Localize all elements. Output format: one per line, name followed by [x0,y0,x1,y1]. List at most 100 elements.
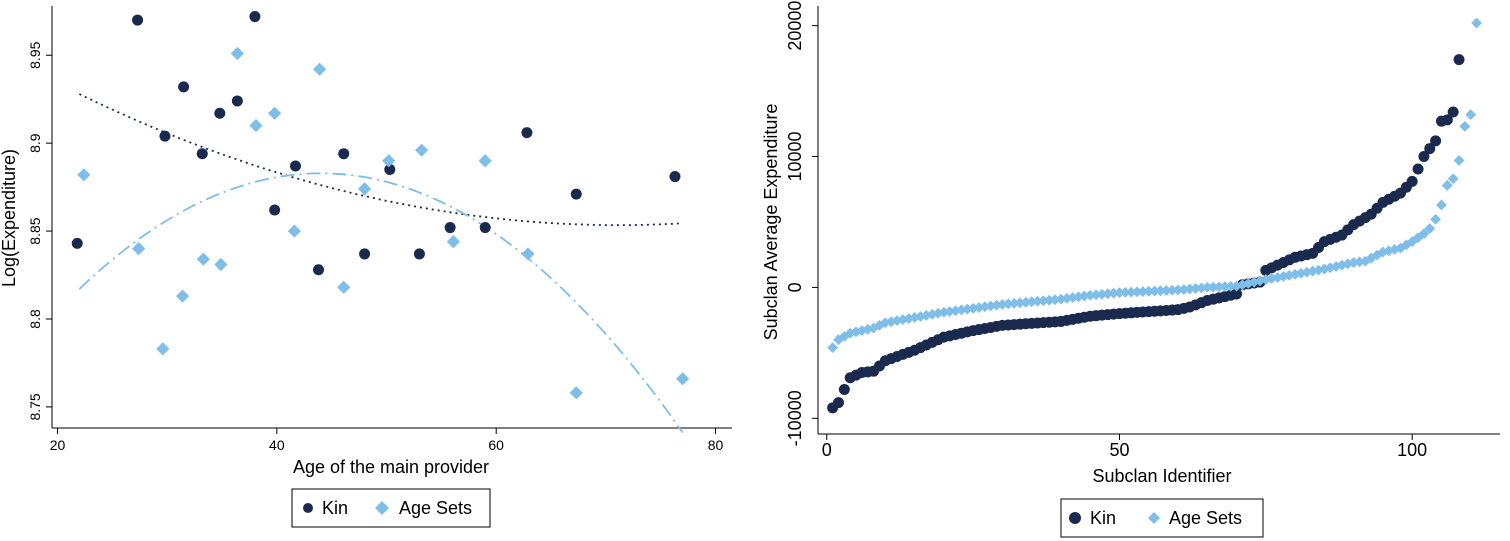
left-legend-box [291,488,491,528]
data-point-age-sets [1430,213,1442,225]
data-point-kin [1441,114,1453,126]
data-point-age-sets [1172,284,1184,296]
data-point-kin [1424,143,1436,155]
data-point-age-sets [1219,281,1231,293]
data-point-kin [570,188,582,200]
data-point-age-sets [1313,264,1324,276]
right-legend: Kin Age Sets [1060,498,1264,538]
data-point-kin [1453,54,1465,66]
data-point-age-sets [1073,291,1084,303]
data-point-age-sets [214,257,228,272]
data-point-age-sets [132,242,146,256]
data-point-kin [413,248,425,260]
data-point-age-sets [1330,261,1342,272]
x-tick-label: 80 [708,437,724,453]
right-y-axis-label: Subclan Average Expenditure [761,104,781,341]
right-legend-kin-label: Kin [1090,508,1116,528]
data-point-age-sets [676,372,690,386]
data-point-age-sets [1137,286,1149,297]
data-point-age-sets [1143,285,1155,297]
data-point-kin [178,81,190,93]
data-point-age-sets [268,106,282,120]
data-point-age-sets [1125,286,1137,298]
x-tick-label: 20 [50,437,66,453]
data-point-age-sets [1342,258,1354,270]
data-point-kin [1430,135,1442,147]
data-point-age-sets [1055,293,1067,305]
data-point-age-sets [1049,294,1061,306]
data-point-age-sets [1014,297,1026,309]
data-point-kin [289,160,301,172]
data-point-age-sets [175,289,190,303]
data-point-age-sets [382,154,396,168]
data-point-kin [838,383,850,395]
data-point-age-sets [1283,269,1295,281]
data-point-age-sets [1436,199,1447,211]
data-point-kin [231,95,243,107]
data-point-kin [832,397,844,409]
data-point-age-sets [446,235,461,249]
data-point-age-sets [1465,109,1477,121]
data-point-age-sets [249,118,263,133]
fitted-curve-age-sets [78,172,684,434]
data-point-age-sets [1348,257,1360,268]
right-data-points [827,17,1482,414]
data-point-age-sets [1207,281,1219,293]
data-point-kin [1406,175,1418,187]
data-point-age-sets [1418,228,1430,240]
data-point-age-sets [1354,256,1365,268]
data-point-age-sets [1196,282,1207,294]
data-point-kin [1412,163,1424,175]
data-point-kin [669,171,681,183]
data-point-age-sets [1096,288,1108,300]
data-point-age-sets [950,305,961,317]
data-point-age-sets [1090,289,1102,301]
left-legend-kin-marker [303,503,313,513]
data-point-age-sets [1213,281,1225,293]
data-point-age-sets [1201,282,1213,293]
data-point-age-sets [1254,275,1266,287]
data-point-age-sets [313,62,327,76]
y-tick-label: 10000 [785,131,805,181]
data-point-age-sets [1078,290,1090,302]
x-tick-label: 100 [1397,440,1427,460]
data-point-age-sets [415,143,429,157]
data-point-kin [313,264,325,276]
data-point-age-sets [357,182,372,196]
data-point-age-sets [1471,17,1482,29]
right-legend-agesets-label: Age Sets [1169,508,1242,528]
data-point-kin [479,222,491,234]
x-tick-label: 0 [822,440,832,460]
data-point-age-sets [1365,252,1377,264]
left-legend-agesets-marker [375,501,389,515]
right-legend-box [1060,498,1264,538]
data-point-age-sets [1400,239,1412,251]
data-point-age-sets [1166,284,1178,296]
data-point-age-sets [1114,287,1125,299]
y-tick-label: 0 [785,282,805,292]
data-point-age-sets [827,342,839,354]
data-point-age-sets [862,323,874,335]
data-point-kin [1418,151,1430,163]
data-point-age-sets [230,46,244,61]
data-point-kin [159,130,171,142]
data-point-age-sets [1272,272,1283,283]
data-point-age-sets [1389,244,1401,255]
data-point-kin [384,164,396,176]
right-axes: 0 50 100 -10000 0 10000 20000 [785,1,1427,460]
data-point-age-sets [1441,179,1453,191]
right-legend-agesets-marker [1148,512,1160,524]
data-point-kin [132,14,144,26]
data-point-kin [249,11,261,23]
data-point-age-sets [1424,223,1436,234]
data-point-age-sets [1406,236,1418,247]
data-point-age-sets [196,252,210,266]
left-legend-agesets-label: Age Sets [399,498,472,518]
y-tick-label: 8.85 [27,217,43,244]
data-point-age-sets [1108,287,1120,299]
data-point-age-sets [77,168,91,182]
data-point-age-sets [287,224,301,238]
data-point-kin [214,107,226,119]
left-x-axis-label: Age of the main provider [293,457,489,477]
